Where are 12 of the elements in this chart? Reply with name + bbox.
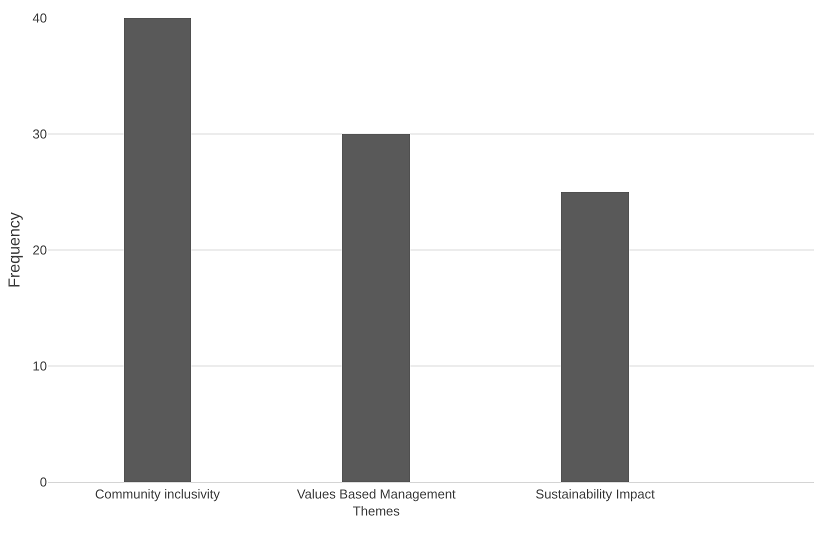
- x-tick-label: Community inclusivity: [94, 486, 220, 502]
- bar: [561, 192, 629, 482]
- y-tick-label: 30: [32, 126, 47, 142]
- y-tick-label: 40: [32, 10, 47, 26]
- y-axis-title: Frequency: [6, 212, 24, 288]
- y-tick-label: 10: [32, 358, 47, 374]
- bar: [342, 134, 410, 482]
- x-tick-label: Values Based Management Themes: [296, 486, 456, 518]
- x-tick-label: Sustainability Impact: [536, 486, 656, 502]
- y-tick-label: 0: [40, 474, 47, 490]
- y-tick-label: 20: [32, 242, 47, 258]
- bar: [124, 18, 191, 482]
